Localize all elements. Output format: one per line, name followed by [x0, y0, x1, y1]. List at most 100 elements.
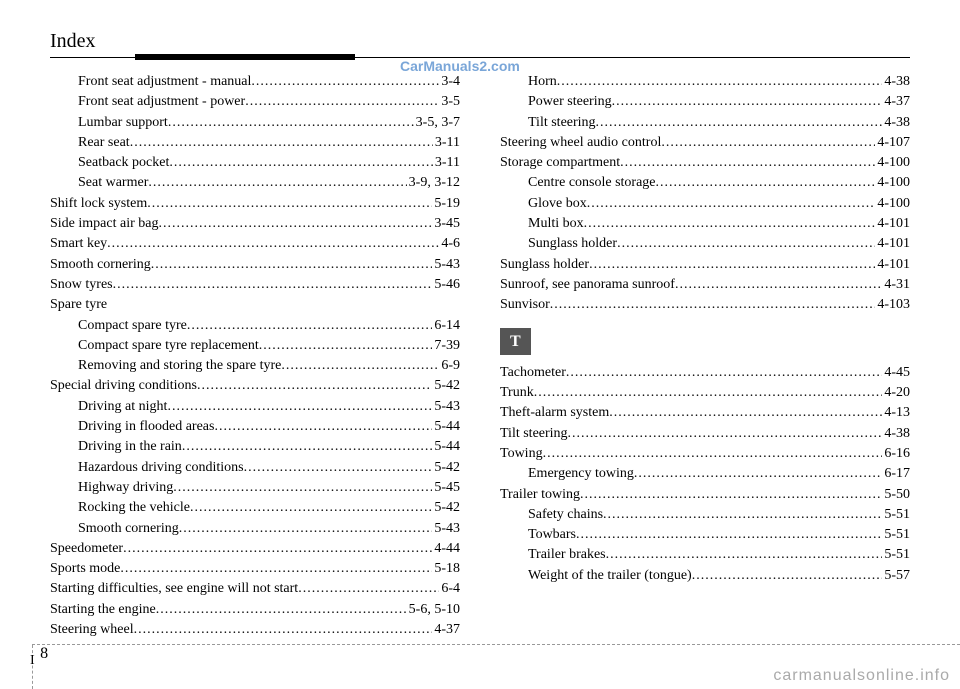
entry-page: 4-101	[875, 234, 910, 254]
entry-page: 4-6	[439, 234, 460, 254]
entry-label: Shift lock system	[50, 194, 147, 214]
entry-page: 5-42	[432, 376, 460, 396]
index-entry: Shift lock system 5-19	[50, 194, 460, 214]
entry-dots	[167, 397, 432, 417]
entry-dots	[620, 153, 875, 173]
entry-label: Power steering	[528, 92, 612, 112]
entry-label: Rocking the vehicle	[78, 498, 190, 518]
index-entry: Front seat adjustment - power 3-5	[50, 92, 460, 112]
entry-dots	[692, 566, 883, 586]
entry-page: 3-45	[432, 214, 460, 234]
entry-label: Spare tyre	[50, 295, 107, 315]
entry-label: Special driving conditions	[50, 376, 197, 396]
entry-label: Side impact air bag	[50, 214, 158, 234]
entry-page: 6-17	[882, 464, 910, 484]
entry-label: Tachometer	[500, 363, 566, 383]
entry-dots	[656, 173, 876, 193]
index-entry: Power steering 4-37	[500, 92, 910, 112]
entry-label: Compact spare tyre replacement	[78, 336, 259, 356]
entry-dots	[609, 403, 882, 423]
entry-label: Compact spare tyre	[78, 316, 187, 336]
entry-label: Starting difficulties, see engine will n…	[50, 579, 298, 599]
index-entry: Emergency towing 6-17	[500, 464, 910, 484]
entry-label: Trailer brakes	[528, 545, 606, 565]
entry-label: Trailer towing	[500, 485, 580, 505]
index-entry: Sunvisor 4-103	[500, 295, 910, 315]
entry-label: Weight of the trailer (tongue)	[528, 566, 692, 586]
entry-page: 5-44	[432, 437, 460, 457]
entry-label: Sports mode	[50, 559, 120, 579]
index-entry: Spare tyre	[50, 295, 460, 315]
entry-page: 3-11	[433, 153, 460, 173]
entry-dots	[251, 72, 439, 92]
dashed-horizontal	[32, 644, 960, 645]
index-entry: Side impact air bag 3-45	[50, 214, 460, 234]
footer: I 8	[30, 645, 48, 663]
entry-label: Removing and storing the spare tyre	[78, 356, 281, 376]
entry-page: 4-101	[875, 214, 910, 234]
entry-dots	[675, 275, 882, 295]
entry-label: Glove box	[528, 194, 587, 214]
header-row: Index	[50, 30, 910, 53]
entry-page: 4-37	[882, 92, 910, 112]
entry-page: 4-103	[875, 295, 910, 315]
entry-dots	[543, 444, 883, 464]
entry-dots	[584, 214, 876, 234]
entry-dots	[606, 545, 883, 565]
entry-label: Driving at night	[78, 397, 167, 417]
entry-dots	[634, 464, 882, 484]
entry-label: Seat warmer	[78, 173, 148, 193]
entry-dots	[580, 485, 882, 505]
column-right: Horn 4-38Power steering 4-37Tilt steerin…	[500, 72, 910, 640]
index-entry: Starting the engine 5-6, 5-10	[50, 600, 460, 620]
page: Index CarManuals2.com Front seat adjustm…	[0, 0, 960, 640]
index-entry: Lumbar support3-5, 3-7	[50, 113, 460, 133]
entry-dots	[169, 153, 432, 173]
watermark-top: CarManuals2.com	[400, 58, 520, 74]
entry-dots	[123, 539, 432, 559]
index-entry: Driving in flooded areas5-44	[50, 417, 460, 437]
index-entry: Starting difficulties, see engine will n…	[50, 579, 460, 599]
index-entry: Front seat adjustment - manual 3-4	[50, 72, 460, 92]
entry-page: 6-14	[432, 316, 460, 336]
entry-label: Horn	[528, 72, 557, 92]
entry-label: Driving in flooded areas	[78, 417, 214, 437]
entry-dots	[589, 255, 875, 275]
index-entry: Smart key 4-6	[50, 234, 460, 254]
section-letter: T	[500, 328, 531, 355]
entry-page: 4-101	[875, 255, 910, 275]
entry-page: 5-51	[882, 545, 910, 565]
index-entry: Trailer brakes 5-51	[500, 545, 910, 565]
entry-page: 6-16	[882, 444, 910, 464]
entry-dots	[568, 424, 883, 444]
index-entry: Tilt steering 4-38	[500, 424, 910, 444]
entry-page: 5-43	[432, 519, 460, 539]
index-entry: Glove box 4-100	[500, 194, 910, 214]
entry-dots	[259, 336, 433, 356]
index-entry: Highway driving5-45	[50, 478, 460, 498]
entry-dots	[190, 498, 432, 518]
index-entry: Horn 4-38	[500, 72, 910, 92]
entry-label: Theft-alarm system	[500, 403, 609, 423]
entry-dots	[173, 478, 432, 498]
index-entry: Seatback pocket 3-11	[50, 153, 460, 173]
footer-section: I	[30, 653, 35, 668]
entry-dots	[245, 92, 439, 112]
index-entry: Tachometer 4-45	[500, 363, 910, 383]
entry-label: Tilt steering	[500, 424, 568, 444]
entry-page: 5-43	[432, 255, 460, 275]
entry-page: 4-44	[432, 539, 460, 559]
footer-page: 8	[40, 645, 48, 662]
entry-page: 5-57	[882, 566, 910, 586]
entry-page: 4-45	[882, 363, 910, 383]
entry-dots	[603, 505, 882, 525]
entry-page: 3-5	[439, 92, 460, 112]
entry-dots	[156, 600, 407, 620]
entry-dots	[168, 113, 414, 133]
entry-dots	[587, 194, 876, 214]
entry-label: Sunglass holder	[528, 234, 617, 254]
entry-label: Hazardous driving conditions	[78, 458, 244, 478]
index-entry: Tilt steering 4-38	[500, 113, 910, 133]
entry-dots	[566, 363, 882, 383]
entry-dots	[107, 234, 439, 254]
